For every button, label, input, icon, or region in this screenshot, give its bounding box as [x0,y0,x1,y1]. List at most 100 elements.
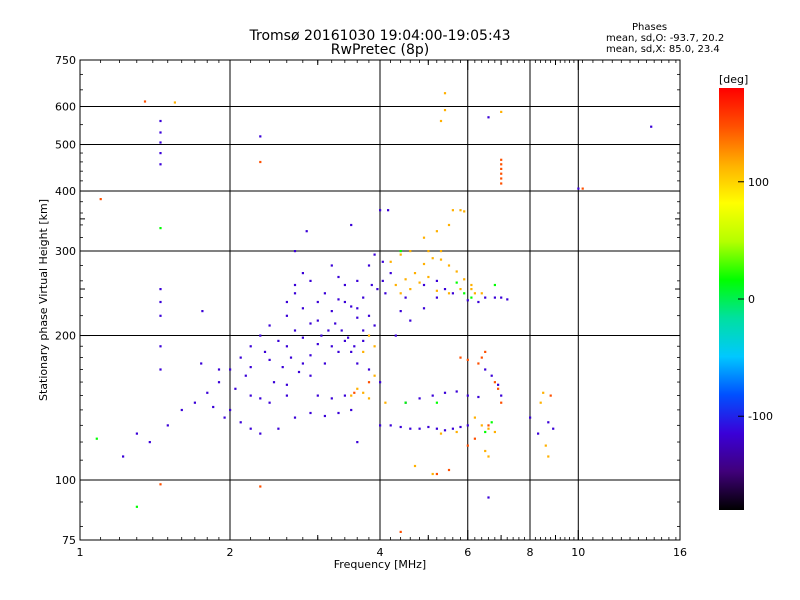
echo-point [435,472,438,476]
echo-point [376,288,379,291]
echo-point [293,416,297,419]
echo-point [277,427,280,430]
echo-point [259,485,262,488]
echo-point [249,345,252,348]
echo-point [490,421,493,424]
echo-point [350,223,353,227]
echo-point [356,362,359,365]
echo-point [293,292,297,295]
echo-point [293,250,297,253]
echo-point [234,387,237,390]
echo-point [281,366,284,369]
echo-point [301,336,304,339]
echo-point [389,424,392,427]
echo-point [320,334,323,337]
y-axis-title: Stationary phase Virtual Height [km] [37,199,50,401]
echo-point [431,472,434,476]
echo-point [297,370,301,374]
echo-point [330,397,333,400]
colorbar-tick-label: 100 [748,176,769,189]
echo-point [477,362,480,365]
echo-point [493,296,496,299]
echo-point [455,430,458,434]
echo-point [367,381,371,384]
echo-point [350,394,353,397]
echo-point [217,381,221,384]
echo-point [500,177,503,180]
echo-point [356,279,359,282]
echo-point [394,334,397,337]
echo-point [487,455,490,458]
echo-point [470,283,473,287]
echo-point [367,334,371,337]
x-tick-label: 6 [464,546,471,559]
y-tick-label: 200 [55,330,76,343]
echo-point [159,368,162,371]
echo-point [347,336,350,339]
echo-point [381,260,384,263]
echo-point [477,395,480,399]
echo-point [350,408,353,412]
echo-point [650,125,653,128]
echo-point [259,334,262,337]
x-tick-label: 8 [527,546,534,559]
echo-point [229,368,232,371]
echo-point [581,187,584,190]
echo-point [268,358,271,361]
echo-point [159,300,162,304]
echo-point [463,278,466,281]
y-tick-label: 75 [62,534,76,547]
echo-point [353,345,356,348]
echo-point [337,350,340,353]
echo-point [500,163,503,166]
echo-point [301,272,304,275]
x-tick-label: 10 [571,546,585,559]
echo-point [418,281,421,284]
echo-point [323,292,326,295]
echo-point [173,101,176,104]
echo-point [362,296,365,299]
echo-point [466,299,469,302]
echo-point [159,483,162,486]
echo-point [409,319,412,322]
echo-point [418,427,421,430]
echo-point [122,455,125,458]
echo-point [373,374,376,377]
echo-point [422,307,426,310]
echo-point [500,172,503,175]
echo-point [409,250,412,253]
echo-point [470,288,473,291]
echo-point [159,163,162,166]
echo-point [451,292,454,295]
x-axis-title: Frequency [MHz] [334,558,426,571]
echo-point [159,314,162,317]
echo-point [285,394,288,397]
colorbar-label: [deg] [719,73,748,86]
echo-point [418,397,421,400]
echo-point [389,260,392,263]
echo-point [539,401,542,404]
echo-point [340,329,343,332]
echo-point [362,329,365,332]
echo-point [305,230,308,233]
echo-point [466,444,469,447]
echo-point [259,432,262,435]
echo-point [268,324,271,327]
echo-point [399,310,402,313]
echo-point [362,339,365,342]
tick-labels: 1 2 4 6 8 10 16 75 100 200 300 400 500 600 750 [55,54,687,559]
echo-point [148,441,151,444]
echo-point [285,383,288,386]
echo-point [431,257,434,260]
echo-point [367,368,371,371]
echo-point [549,394,552,397]
echo-point [466,394,469,397]
echo-point [399,253,402,256]
echo-point [135,505,138,508]
echo-point [459,356,462,359]
echo-point [552,427,555,430]
y-tick-label: 750 [55,54,76,67]
echo-point [316,300,319,304]
echo-point [443,92,447,95]
